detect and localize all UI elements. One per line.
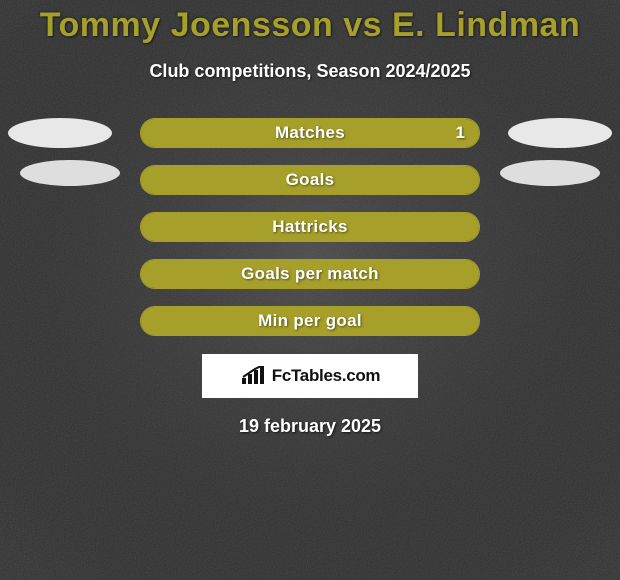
stat-rows: Matches 1 Goals Hattricks Goals per match Min… — [0, 118, 620, 336]
brand-chart-icon — [240, 366, 268, 386]
stat-bar: Matches 1 — [140, 118, 480, 148]
stat-row: Goals per match — [0, 259, 620, 289]
player-left-ellipse — [8, 118, 112, 148]
stat-row: Hattricks — [0, 212, 620, 242]
stat-value-right: 1 — [456, 123, 465, 143]
player-left-ellipse — [20, 160, 120, 186]
stat-bar: Goals — [140, 165, 480, 195]
stat-row: Goals — [0, 165, 620, 195]
stat-label: Matches — [275, 123, 345, 143]
stat-label: Goals — [286, 170, 335, 190]
player-right-ellipse — [508, 118, 612, 148]
date-text: 19 february 2025 — [239, 416, 381, 437]
player-right-ellipse — [500, 160, 600, 186]
stat-bar: Goals per match — [140, 259, 480, 289]
stat-bar: Hattricks — [140, 212, 480, 242]
brand-text: FcTables.com — [272, 366, 381, 386]
stat-label: Min per goal — [258, 311, 362, 331]
stat-label: Hattricks — [272, 217, 347, 237]
stat-label: Goals per match — [241, 264, 379, 284]
stat-row: Min per goal — [0, 306, 620, 336]
stat-bar: Min per goal — [140, 306, 480, 336]
page-title: Tommy Joensson vs E. Lindman — [40, 6, 581, 45]
stat-row: Matches 1 — [0, 118, 620, 148]
brand-badge: FcTables.com — [202, 354, 418, 398]
subtitle: Club competitions, Season 2024/2025 — [149, 61, 470, 82]
